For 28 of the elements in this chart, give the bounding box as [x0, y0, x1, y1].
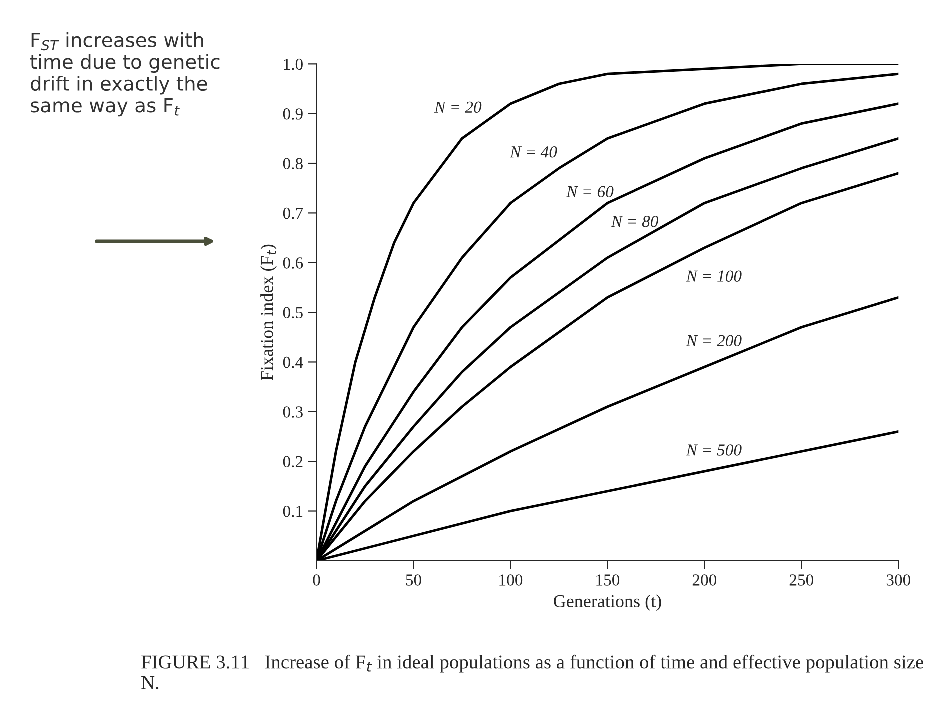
- x-tick-label: 100: [500, 574, 523, 586]
- x-tick-label: 0: [313, 574, 320, 586]
- y-tick-label: 0.4: [283, 356, 304, 368]
- y-tick-label: 0.7: [283, 208, 304, 220]
- annotation: N = 80: [611, 216, 659, 228]
- x-axis-title: Generations (t): [554, 594, 662, 612]
- x-tick-label: 50: [406, 574, 422, 586]
- annotation: N = 40: [510, 146, 558, 158]
- annotation: N = 100: [686, 270, 742, 282]
- y-tick-label: 0.1: [283, 506, 303, 518]
- annotation: N = 200: [686, 335, 742, 347]
- annotation: N = 500: [686, 444, 742, 456]
- y-tick-label: 0.9: [283, 108, 303, 120]
- y-axis-title: Fixation index (F$_{t}$): [260, 244, 277, 381]
- annotation: N = 60: [566, 186, 614, 198]
- annotation: N = 20: [434, 102, 482, 114]
- text: F$_{ST}$ increases with time due to genetic drift in exactly the same way as F$_{t}$: [30, 32, 220, 117]
- y-tick-label: 0.3: [283, 406, 303, 418]
- text: FIGURE 3.11 Increase of F$_{t}$ in ideal populations as a function of time and effective population size N.: [142, 654, 924, 690]
- x-tick-label: 250: [790, 574, 814, 586]
- y-tick-label: 0.5: [283, 307, 303, 319]
- x-tick-label: 200: [692, 574, 717, 586]
- y-tick-label: 0.2: [283, 456, 303, 468]
- x-tick-label: 150: [596, 574, 620, 586]
- x-tick-label: 300: [886, 574, 911, 586]
- y-tick-label: 0.8: [283, 158, 303, 170]
- y-tick-label: 1.0: [284, 58, 303, 70]
- y-tick-label: 0.6: [283, 258, 304, 269]
